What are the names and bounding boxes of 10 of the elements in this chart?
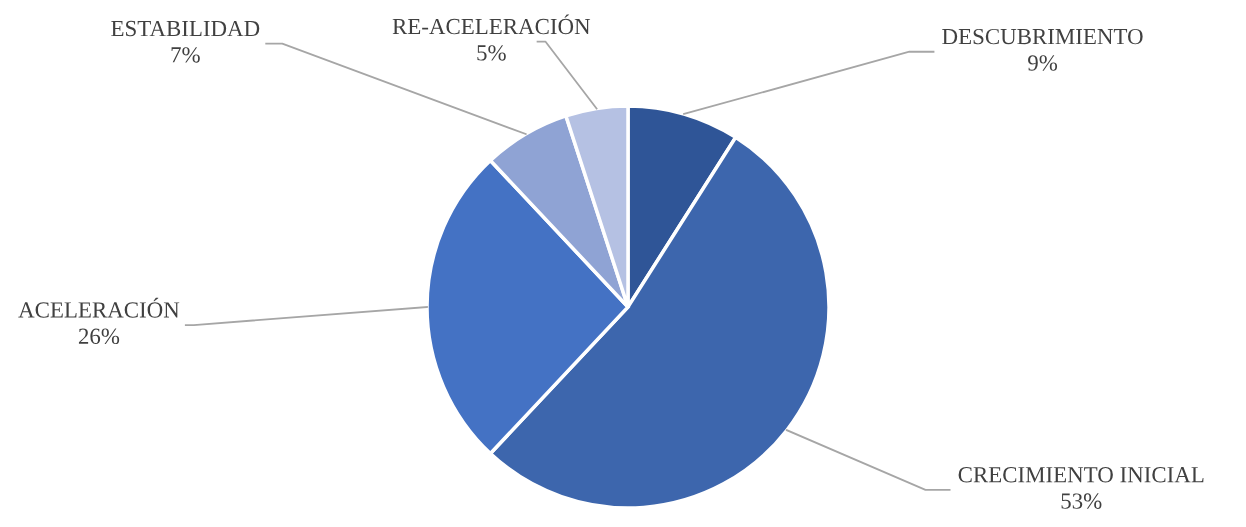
data-label: 5% [477,45,506,61]
slice-label: ESTABILIDAD [111,20,260,37]
slice-label: CRECIMIENTO INICIAL [958,467,1204,483]
data-label: 9% [1028,55,1058,71]
data-label: 53% [1061,493,1102,509]
data-label: 26% [78,328,120,345]
slice-label: RE-ACELERACIÓN [392,14,591,35]
slice-label: DESCUBRIMIENTO [942,28,1143,45]
data-label: 7% [171,47,200,63]
slice-label: ACELERACIÓN [18,297,180,318]
